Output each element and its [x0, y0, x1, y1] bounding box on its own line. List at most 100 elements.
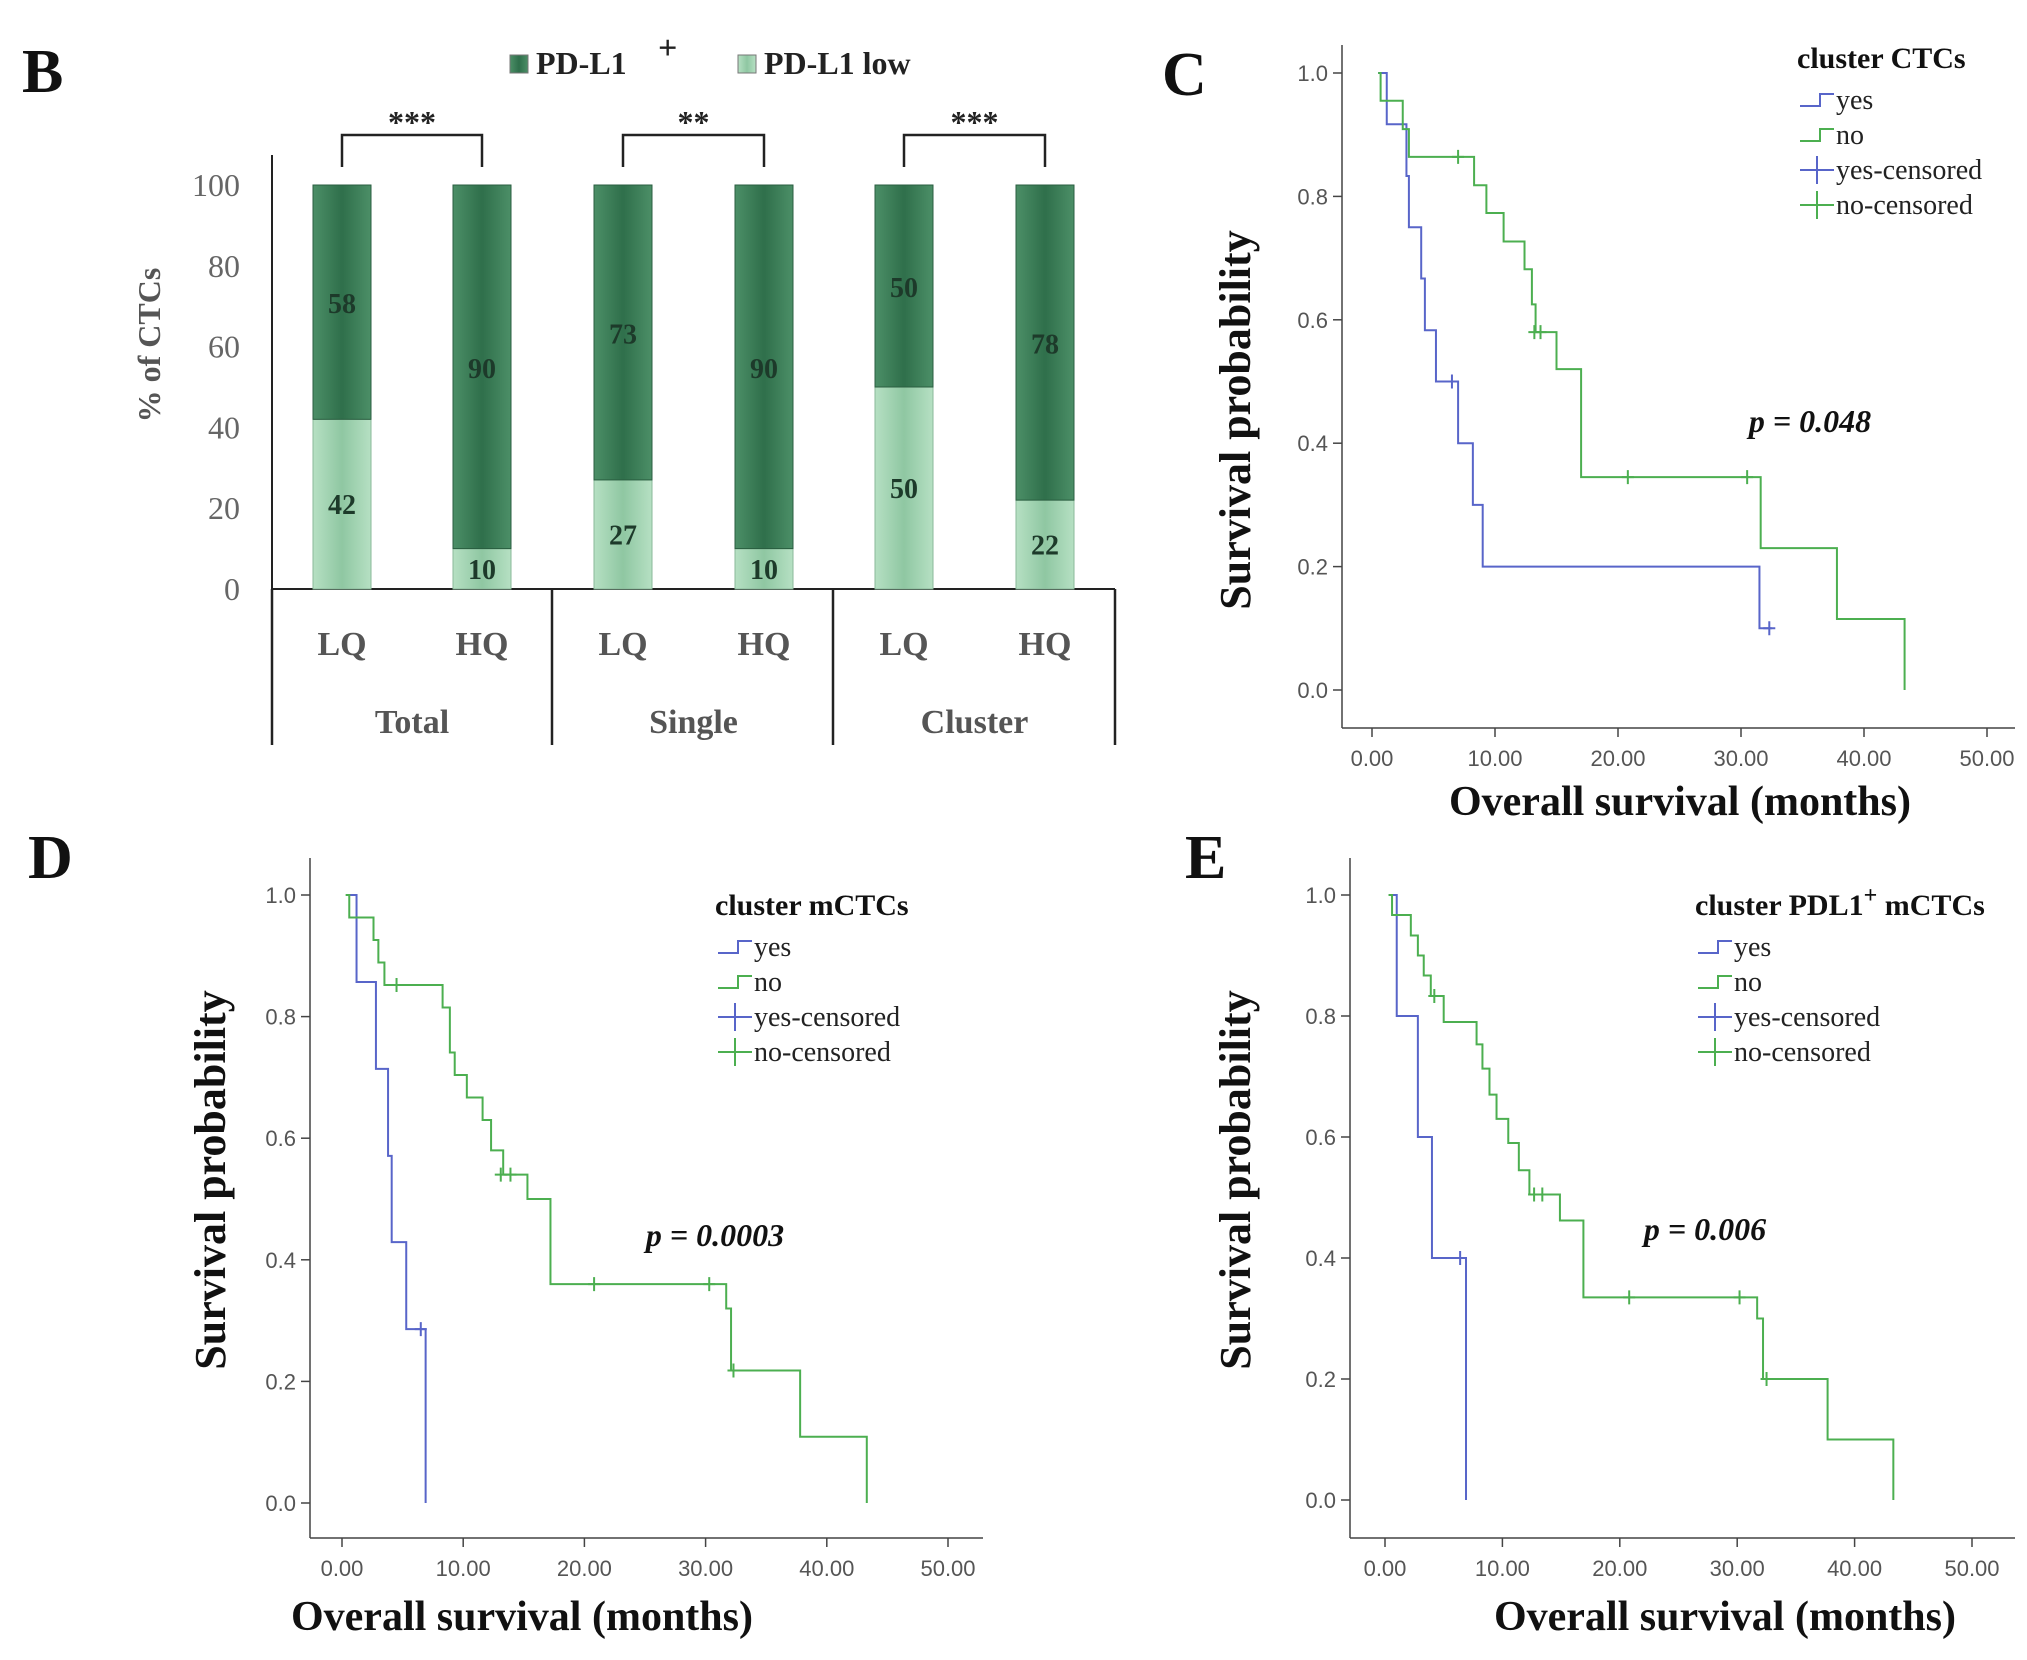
x-tick-label: 20.00: [1592, 1556, 1647, 1581]
bar-pdl1-low: [734, 548, 794, 590]
legend-line-yes: [1800, 93, 1834, 107]
legend-label-no-censored: no-censored: [1836, 190, 1973, 221]
x-tick-label: 40.00: [1836, 746, 1891, 771]
km-curve-no: [1378, 72, 1906, 690]
p-value: p = 0.048: [1746, 403, 1871, 439]
bar-pdl1-low: [452, 548, 512, 590]
censor-mark-yes: [1454, 1251, 1467, 1265]
bar-pdl1-positive: [312, 184, 372, 420]
legend-line-no: [1698, 975, 1732, 989]
panel-label-e: E: [1185, 824, 1226, 892]
bar-pdl1-low: [874, 386, 934, 590]
data-label-pdl1-positive: 90: [468, 354, 496, 385]
censor-mark-no: [504, 1167, 517, 1182]
legend-marker-no-censored: [1800, 191, 1834, 219]
censor-mark-yes: [414, 1322, 427, 1337]
data-label-pdl1-positive: 78: [1031, 330, 1059, 361]
data-label-pdl1-positive: 58: [328, 289, 356, 320]
x-tick-label: 0.00: [1364, 1556, 1407, 1581]
legend-marker-no-censored: [718, 1038, 752, 1066]
legend-sup-pdl1-positive: +: [658, 30, 677, 67]
censor-mark-no: [727, 1363, 740, 1378]
legend-title: cluster mCTCs: [715, 889, 909, 922]
y-tick-label: 0: [224, 571, 240, 607]
significance-stars: **: [678, 104, 710, 140]
km-curve-yes: [348, 894, 427, 1503]
data-label-pdl1-low: 50: [890, 474, 918, 505]
censor-mark-no: [1534, 325, 1547, 340]
y-tick-label: 40: [208, 409, 240, 445]
y-tick-label: 1.0: [265, 883, 296, 908]
y-axis-title: % of CTCs: [131, 268, 167, 423]
censor-mark-no: [1760, 1372, 1773, 1386]
legend-label-yes-censored: yes-censored: [754, 1002, 900, 1033]
y-tick-label: 0.2: [265, 1369, 296, 1394]
legend-marker-yes-censored: [1800, 156, 1834, 184]
x-tick-label: 20.00: [1590, 746, 1645, 771]
y-tick-label: 0.8: [1305, 1004, 1336, 1029]
significance-bracket: [902, 133, 1047, 167]
legend-label-no-censored: no-censored: [754, 1037, 891, 1068]
bar-pdl1-positive: [593, 184, 653, 481]
legend-label-no: no: [1836, 120, 1864, 151]
data-label-pdl1-low: 10: [468, 555, 496, 586]
legend-title-sup: +: [1864, 883, 1878, 909]
x-tick-label: 30.00: [1710, 1556, 1765, 1581]
data-label-pdl1-low: 27: [609, 520, 637, 551]
bar-pdl1-positive: [874, 184, 934, 388]
legend-line-no: [718, 975, 752, 989]
x-tick-label: 50.00: [1944, 1556, 1999, 1581]
x-tick-label: 0.00: [321, 1556, 364, 1581]
legend-label-yes-censored: yes-censored: [1836, 155, 1982, 186]
significance-bracket: [340, 133, 484, 167]
panel-d-km-chart: D 0.0 0.2 0.4 0.6 0.8 1.0 0.00 10.00 20.00 30.00 40…: [28, 824, 983, 1640]
y-axis-title: Survival probability: [1211, 230, 1260, 609]
bar-pdl1-positive: [1015, 184, 1075, 501]
group-label: Total: [375, 704, 449, 741]
legend-label-no: no: [1734, 967, 1762, 998]
x-tick-label: 10.00: [1475, 1556, 1530, 1581]
legend-swatch-pdl1-positive: [509, 54, 529, 74]
censor-mark-no: [1623, 1290, 1636, 1305]
censor-mark-no: [1536, 1187, 1549, 1202]
x-tick-label: 30.00: [1713, 746, 1768, 771]
legend-line-yes: [1698, 940, 1732, 954]
legend-title-suffix: mCTCs: [1877, 889, 1985, 922]
legend-marker-yes-censored: [718, 1003, 752, 1031]
p-value: p = 0.0003: [643, 1217, 784, 1253]
y-tick-label: 0.4: [1297, 431, 1328, 456]
x-category-label: LQ: [317, 626, 366, 663]
y-tick-label: 0.4: [1305, 1246, 1336, 1271]
y-tick-label: 0.6: [1305, 1125, 1336, 1150]
group-label: Single: [649, 704, 738, 741]
x-category-label: LQ: [879, 626, 928, 663]
legend-marker-no-censored: [1698, 1038, 1732, 1066]
x-tick-label: 10.00: [436, 1556, 491, 1581]
y-tick-label: 1.0: [1305, 883, 1336, 908]
data-label-pdl1-low: 22: [1031, 531, 1059, 562]
y-tick-label: 20: [208, 490, 240, 526]
km-curve-yes: [1378, 72, 1772, 630]
legend-line-yes: [718, 940, 752, 954]
x-category-label: HQ: [456, 626, 509, 663]
x-tick-label: 20.00: [557, 1556, 612, 1581]
panel-b-bar-chart: B PD-L1 + PD-L1 low 0 20 40 60 80 100 % of CTCs 58 4…: [22, 30, 1117, 745]
legend-label-yes: yes: [754, 932, 791, 963]
x-tick-label: 50.00: [1959, 746, 2014, 771]
panel-label-d: D: [28, 824, 73, 892]
censor-mark-yes: [1763, 621, 1776, 636]
legend-label-yes: yes: [1836, 85, 1873, 116]
y-tick-label: 0.0: [1297, 678, 1328, 703]
legend-swatch-pdl1-low: [737, 54, 757, 74]
legend-title: cluster PDL1+ mCTCs: [1695, 883, 1985, 922]
y-tick-label: 0.6: [265, 1126, 296, 1151]
bar-pdl1-low: [1015, 499, 1075, 590]
censor-mark-no: [1452, 149, 1465, 164]
legend-title: cluster CTCs: [1797, 42, 1966, 75]
x-tick-label: 40.00: [799, 1556, 854, 1581]
censor-mark-no: [1428, 989, 1441, 1004]
x-tick-label: 40.00: [1827, 1556, 1882, 1581]
y-tick-label: 60: [208, 329, 240, 365]
y-tick-label: 100: [192, 167, 240, 203]
